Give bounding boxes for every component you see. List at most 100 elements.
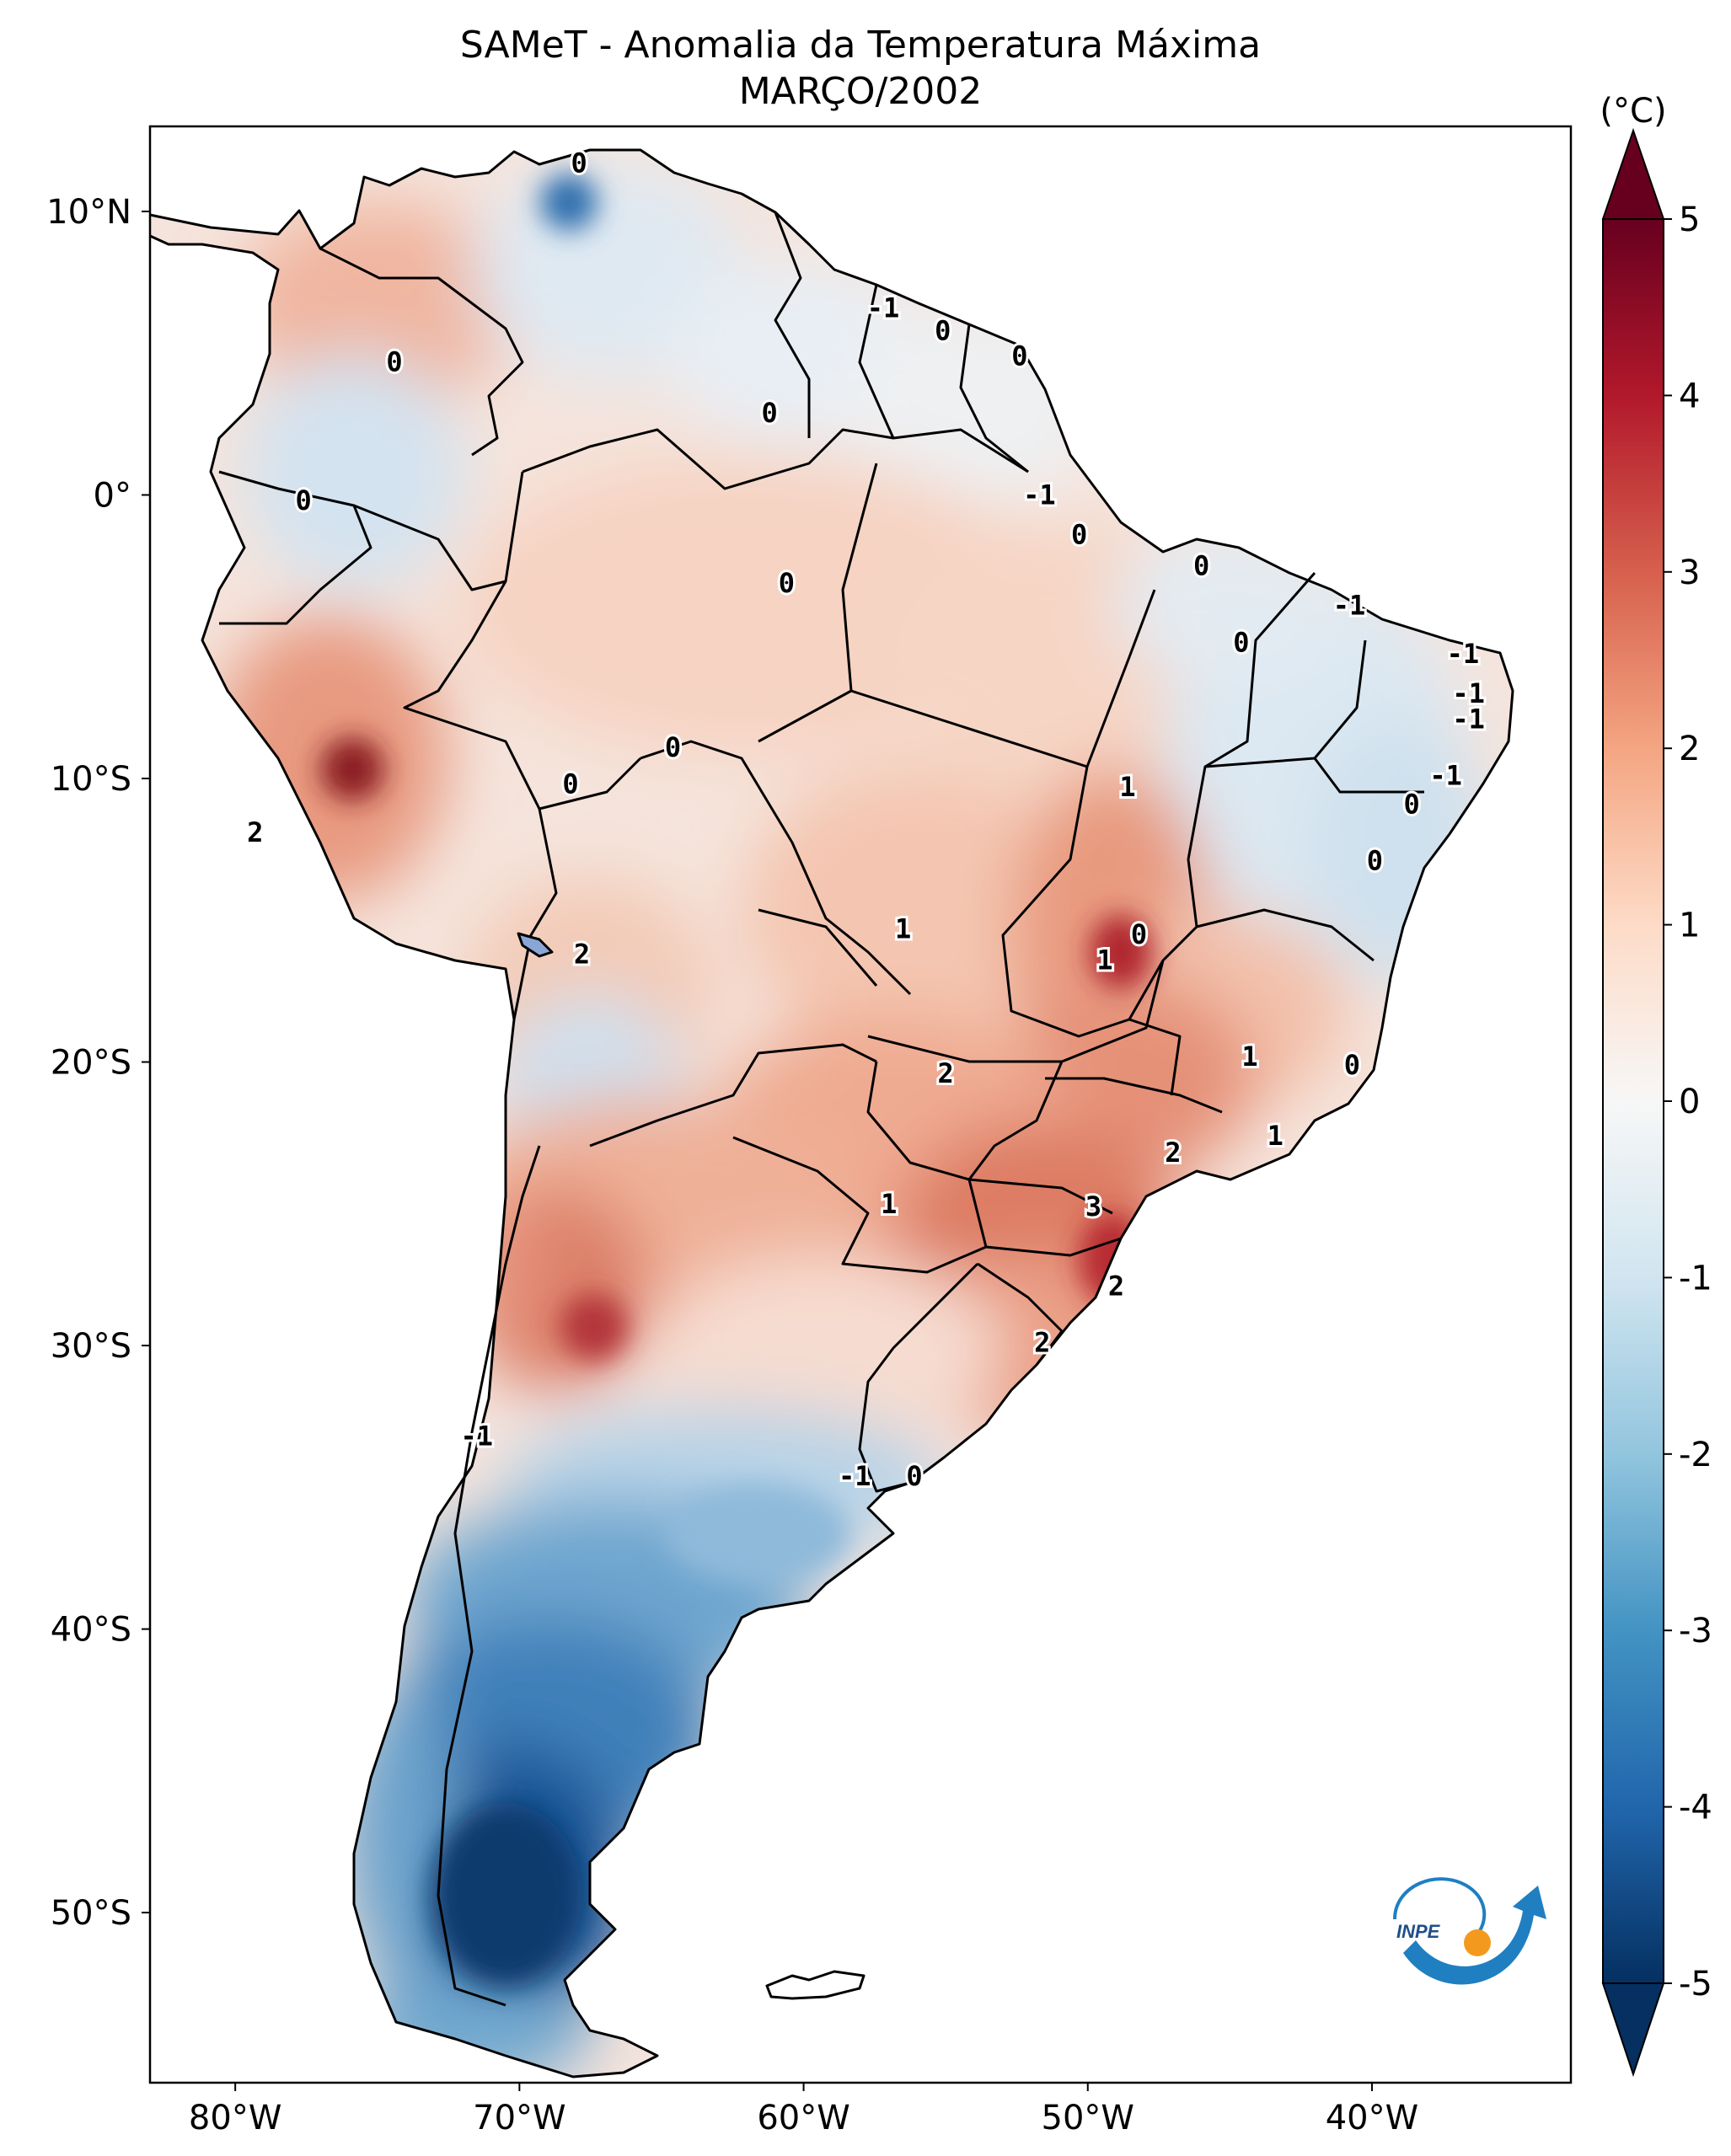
contour-label: 0 [295, 484, 311, 516]
contour-label: 0 [1367, 845, 1383, 877]
lat-tick-label: 10°N [46, 193, 131, 232]
contour-label: 0 [1011, 340, 1027, 372]
contour-label: 0 [571, 147, 587, 179]
contour-label: -1 [1023, 479, 1056, 511]
border-brazil-north [522, 428, 1029, 490]
colorbar-tick-label: 1 [1679, 907, 1700, 945]
lon-tick-label: 60°W [757, 2099, 849, 2137]
logo-orbit-icon [1393, 1877, 1487, 1934]
contour-label: 0 [1233, 626, 1249, 658]
contour-label: 0 [1193, 550, 1209, 582]
contour-label: 1 [895, 912, 911, 944]
contour-label: 0 [935, 314, 951, 346]
border-bolivia-paraguay [589, 1043, 877, 1148]
border-uruguay-brazil [977, 1262, 1064, 1366]
contour-label: 2 [247, 816, 263, 848]
colorbar-tick-label: -2 [1679, 1436, 1712, 1474]
colorbar-unit: (°C) [1600, 92, 1666, 131]
falkland-islands [765, 1970, 866, 2000]
contour-label: 2 [1034, 1327, 1050, 1359]
contour-label: -1 [1333, 590, 1366, 622]
contour-label: -1 [1452, 677, 1485, 709]
contour-label: 0 [779, 567, 795, 599]
contour-label: 0 [386, 345, 402, 377]
contour-label: 2 [1165, 1137, 1181, 1169]
contour-label: 2 [938, 1057, 954, 1089]
contour-label: -1 [1429, 760, 1462, 792]
colorbar-tick-label: 0 [1679, 1083, 1700, 1121]
contour-label: 0 [1404, 788, 1420, 820]
contour-label: 3 [1085, 1190, 1101, 1222]
lat-tick-label: 50°S [51, 1894, 131, 1933]
contour-label: 0 [1131, 918, 1147, 950]
contour-label: 0 [1071, 519, 1087, 551]
contour-label: 1 [1096, 944, 1112, 976]
lon-tick-label: 80°W [189, 2099, 281, 2137]
contour-label: 0 [562, 768, 578, 800]
contour-label: -1 [839, 1460, 871, 1492]
colorbar-min-extension [1601, 1982, 1665, 2078]
contour-label: 2 [574, 939, 590, 971]
border-bolivia-brazil [640, 740, 912, 996]
colorbar-tick-label: 2 [1679, 730, 1700, 768]
contour-label: 0 [665, 731, 681, 763]
contour-label: 1 [1241, 1041, 1257, 1073]
lon-tick-label: 70°W [473, 2099, 565, 2137]
colorbar-tick-label: 3 [1679, 554, 1700, 592]
lat-tick-label: 10°S [51, 760, 131, 799]
colorbar-tick-label: -3 [1679, 1612, 1712, 1650]
coastline-borders [149, 148, 1514, 2078]
border-guyana-suriname [858, 284, 895, 439]
contour-label: -1 [1447, 638, 1480, 670]
lon-tick-label: 50°W [1042, 2099, 1134, 2137]
lat-tick-label: 30°S [51, 1327, 131, 1366]
contour-label: 1 [881, 1188, 897, 1220]
colorbar-tick-label: 5 [1679, 201, 1700, 239]
contour-label: 1 [1119, 771, 1135, 803]
lat-tick-label: 40°S [51, 1611, 131, 1650]
contour-label: -1 [867, 292, 900, 324]
chart-subtitle: MARÇO/2002 [739, 70, 983, 113]
border-colombia-peru [353, 471, 524, 591]
lat-tick-label: 0° [94, 476, 131, 515]
latitude-axis: 10°N 0° 10°S 20°S 30°S 40°S 50°S [46, 193, 150, 1933]
contour-label: 2 [1108, 1270, 1124, 1302]
logo-arrow-icon [1403, 1886, 1546, 1985]
inpe-logo: INPE [1393, 1877, 1546, 1985]
border-argentina-uruguay [858, 1262, 979, 1493]
border-colombia-venezuela [319, 247, 524, 457]
contour-label: -1 [1452, 703, 1485, 735]
border-peru-bolivia [512, 808, 558, 1020]
colorbar-scale [1602, 218, 1664, 1984]
continent-outline [149, 148, 1514, 2078]
longitude-axis: 80°W 70°W 60°W 50°W 40°W [189, 2083, 1418, 2137]
border-venezuela-guyana [774, 211, 811, 438]
colorbar-tick-label: -4 [1679, 1789, 1712, 1827]
contour-label: 0 [1344, 1049, 1360, 1081]
border-chile-argentina [437, 1145, 541, 2007]
lake-titicaca [517, 932, 554, 958]
colorbar-tick-label: -1 [1679, 1259, 1712, 1297]
border-suriname-guiana [959, 324, 1029, 473]
contour-label: -1 [461, 1420, 494, 1452]
logo-sun-icon [1464, 1929, 1491, 1956]
map-frame [148, 125, 1573, 2084]
colorbar-tick-label: -5 [1679, 1965, 1712, 2004]
logo-text: INPE [1396, 1921, 1441, 1942]
border-ecuador [218, 470, 372, 625]
contour-label: 0 [761, 397, 777, 429]
border-peru-brazil [403, 580, 642, 811]
colorbar-max-extension [1601, 127, 1665, 220]
colorbar: (°C) 5 4 3 2 1 0 -1 -2 -3 -4 -5 [1600, 92, 1712, 2078]
border-paraguay-brazil [732, 1061, 988, 1274]
border-brazil-states [758, 463, 1424, 1257]
lat-tick-label: 20°S [51, 1044, 131, 1083]
contour-label: 1 [1267, 1120, 1284, 1152]
chart-title: SAMeT - Anomalia da Temperatura Máxima [460, 24, 1261, 67]
colorbar-tick-label: 4 [1679, 377, 1700, 415]
lon-tick-label: 40°W [1326, 2099, 1418, 2137]
colorbar-ticks: 5 4 3 2 1 0 -1 -2 -3 -4 -5 [1664, 201, 1712, 2004]
contour-label: 0 [906, 1460, 922, 1492]
